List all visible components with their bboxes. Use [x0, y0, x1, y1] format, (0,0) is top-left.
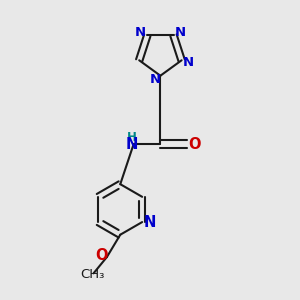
Text: N: N [183, 56, 194, 69]
Text: N: N [149, 73, 161, 86]
Text: O: O [95, 248, 108, 263]
Text: H: H [127, 131, 137, 144]
Text: N: N [175, 26, 186, 40]
Text: N: N [135, 26, 146, 40]
Text: N: N [143, 214, 156, 230]
Text: N: N [126, 137, 138, 152]
Text: O: O [188, 136, 201, 152]
Text: CH₃: CH₃ [80, 268, 104, 281]
